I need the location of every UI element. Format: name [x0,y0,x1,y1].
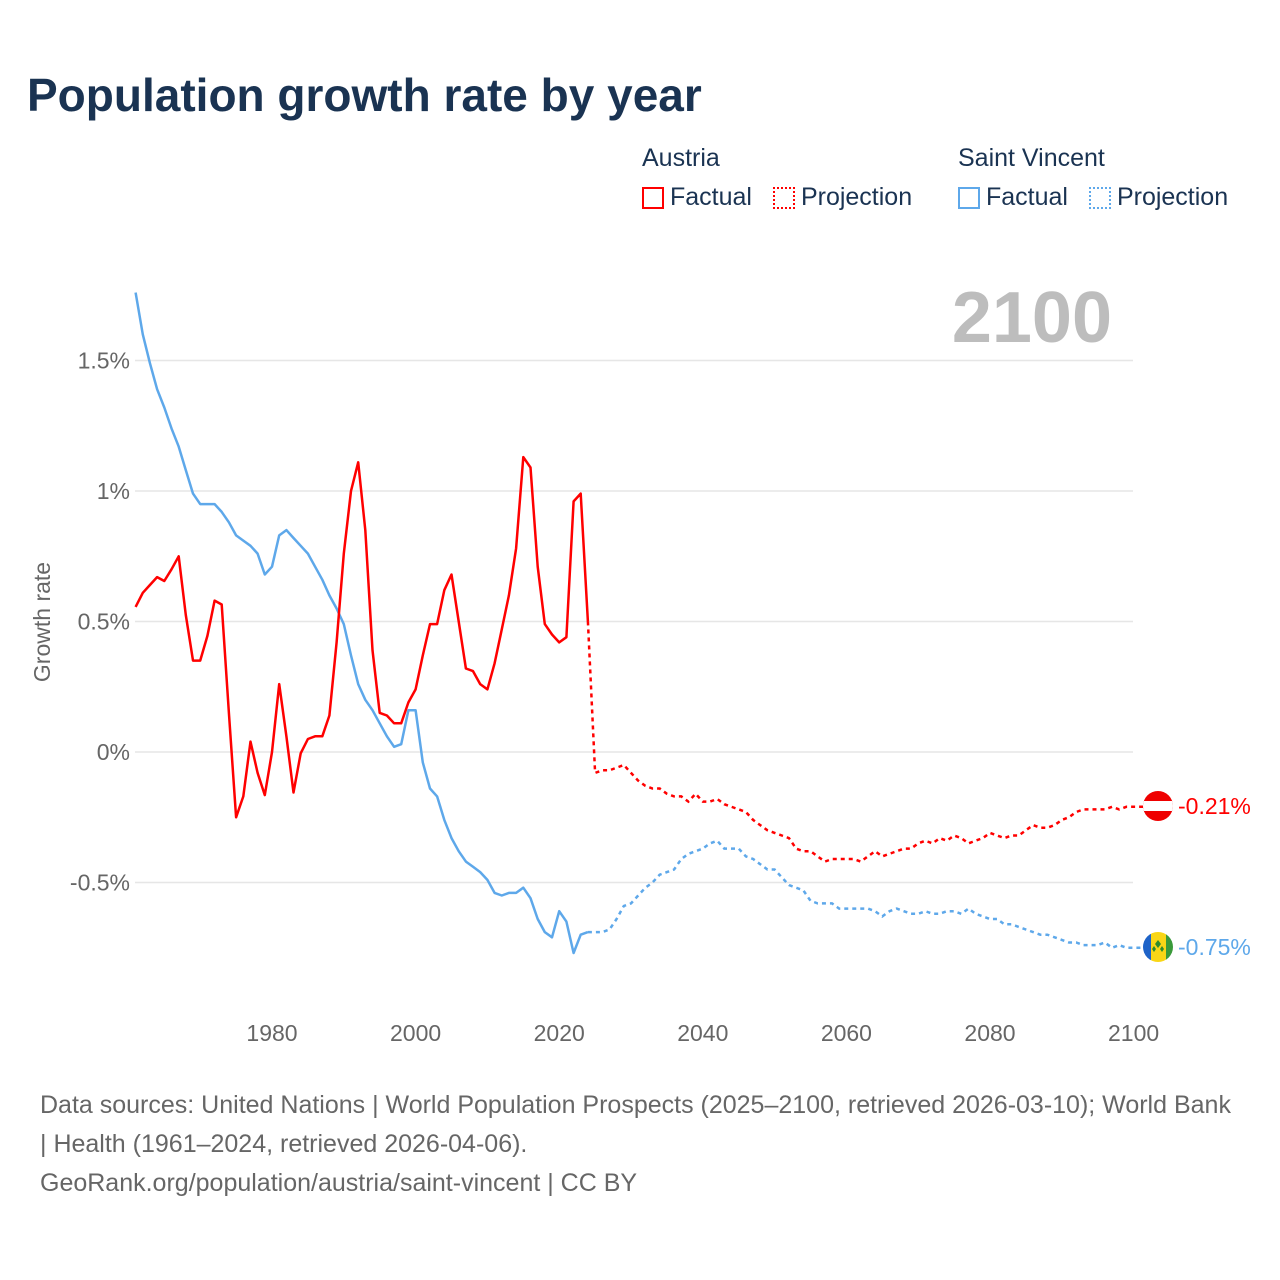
x-tick-label: 2100 [1108,1020,1159,1046]
solid-swatch-icon [958,186,980,209]
legend-label: Factual [986,183,1068,211]
series-line-projection-austria [586,621,1143,864]
y-tick-label: -0.5% [70,870,130,896]
legend-sv-projection[interactable]: Projection [1088,183,1229,212]
y-axis-label: Growth rate [29,562,55,682]
x-tick-label: 2020 [534,1020,585,1046]
footer: Data sources: United Nations | World Pop… [40,1086,1240,1203]
y-tick-label: 1.5% [78,348,130,374]
x-tick-label: 2080 [964,1020,1015,1046]
legend-label: Factual [670,183,752,211]
austria-flag-icon [1143,791,1173,821]
legend-label: Projection [800,183,913,211]
dotted-swatch-icon [772,186,795,209]
y-tick-label: 0.5% [78,609,130,635]
series-line-factual-austria [134,455,590,819]
saint-vincent-end-label: -0.75% [1178,934,1251,960]
legend-austria: Austria Factual Projection [642,144,926,216]
y-tick-label: 1% [97,478,130,504]
dotted-swatch-icon [1088,186,1111,209]
legend-group-name: Saint Vincent [958,144,1105,172]
saint-vincent-flag-icon [1143,932,1173,962]
solid-swatch-icon [642,186,664,209]
legend-group-name: Austria [642,144,720,172]
series-line-projection-saint-vincent [587,839,1143,950]
data-sources: Data sources: United Nations | World Pop… [40,1091,1231,1158]
x-tick-label: 2060 [821,1020,872,1046]
chart-title: Population growth rate by year [27,69,702,121]
x-tick-label: 2000 [390,1020,441,1046]
year-watermark: 2100 [952,278,1112,358]
legend-austria-projection[interactable]: Projection [772,183,913,212]
legend-saint-vincent: Saint Vincent Factual Projection [958,144,1228,216]
x-tick-label: 2040 [677,1020,728,1046]
credit-link[interactable]: GeoRank.org/population/austria/saint-vin… [40,1169,638,1197]
legend-sv-factual[interactable]: Factual [958,183,1068,212]
y-tick-label: 0% [97,739,130,765]
legend-label: Projection [1116,183,1229,211]
x-tick-label: 1980 [246,1020,297,1046]
austria-end-label: -0.21% [1178,793,1251,819]
series-line-factual-saint-vincent [134,292,589,955]
legend-austria-factual[interactable]: Factual [642,183,752,212]
